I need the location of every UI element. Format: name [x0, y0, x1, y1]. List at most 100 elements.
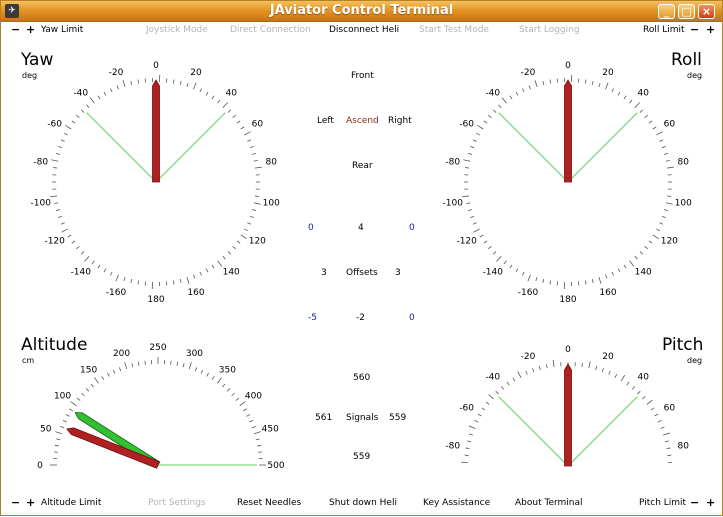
roll-tick	[493, 110, 496, 113]
roll-tick	[624, 96, 626, 99]
roll-tick	[480, 235, 483, 237]
roll-tick	[474, 229, 480, 232]
pitch-tick	[478, 414, 481, 416]
pitch-limit-line	[568, 397, 637, 466]
pitch-tick	[496, 391, 499, 394]
pitch-tick-label: -80	[445, 442, 460, 452]
pitch-tick-label: 20	[602, 352, 614, 362]
roll-tick	[550, 280, 551, 284]
yaw-tick	[90, 98, 94, 104]
yaw-tick	[50, 196, 57, 197]
yaw-tick	[237, 241, 240, 243]
yaw-tick-label: 80	[265, 158, 277, 168]
yaw-tick	[233, 115, 236, 118]
roll-tick	[535, 80, 537, 87]
yaw-tick-label: 140	[223, 268, 240, 278]
roll-tick	[618, 92, 620, 95]
pitch-tick	[526, 371, 528, 375]
roll-tick	[599, 83, 600, 87]
pitch-tick	[513, 378, 515, 381]
roll-tick	[516, 269, 518, 272]
pitch-title: Pitch	[662, 335, 703, 355]
altitude-tick	[77, 398, 80, 401]
yaw-tick	[53, 168, 57, 169]
offset-top-right-value: 0	[409, 223, 415, 233]
pitch-tick	[621, 375, 625, 381]
offset-bottom-value: -2	[356, 313, 365, 323]
altitude-tick	[171, 361, 172, 365]
yaw-tick	[72, 241, 75, 243]
roll-tick	[585, 280, 586, 284]
roll-tick	[528, 275, 531, 281]
roll-tick	[463, 160, 470, 161]
yaw-tick	[233, 246, 236, 249]
pitch-tick	[647, 400, 653, 404]
pitch-tick	[469, 434, 473, 435]
pitch-tick	[658, 420, 662, 422]
altitude-tick	[212, 376, 214, 379]
roll-tick-label: -140	[483, 268, 504, 278]
altitude-tick	[81, 393, 84, 396]
roll-tick	[468, 153, 472, 154]
pitch-tick-label: 60	[664, 404, 676, 414]
altitude-tick	[138, 362, 139, 366]
roll-tick	[624, 265, 626, 268]
roll-tick-label: 20	[602, 68, 614, 78]
altitude-tick	[119, 367, 120, 371]
left-label: Left	[317, 116, 334, 126]
altitude-tick	[227, 388, 230, 391]
roll-tick-label: 40	[637, 88, 649, 98]
roll-tick	[666, 160, 670, 161]
pitch-tick-label: -20	[521, 352, 536, 362]
yaw-tick-label: -160	[106, 288, 127, 298]
roll-tick	[465, 168, 469, 169]
pitch-tick	[486, 402, 489, 404]
roll-tick-label: 60	[664, 120, 676, 130]
roll-tick-label: 0	[565, 61, 571, 71]
roll-tick	[645, 115, 648, 118]
altitude-tick	[249, 420, 253, 422]
yaw-tick	[247, 223, 251, 225]
yaw-tick	[124, 277, 125, 281]
yaw-tick	[250, 216, 254, 217]
pitch-tick	[665, 441, 669, 442]
yaw-tick-label: -40	[73, 88, 88, 98]
roll-tick	[470, 216, 474, 217]
pitch-tick	[546, 364, 547, 368]
roll-tick	[462, 196, 469, 197]
yaw-tick	[58, 216, 62, 217]
roll-tick	[635, 102, 640, 107]
roll-tick-label: -120	[456, 237, 477, 247]
pitch-unit: deg	[687, 356, 702, 365]
roll-tick	[612, 89, 614, 93]
yaw-tick	[250, 146, 254, 147]
pitch-tick	[539, 366, 540, 370]
offset-bottom-left-value: -5	[308, 313, 317, 323]
yaw-tick	[138, 280, 139, 284]
altitude-tick	[71, 402, 77, 406]
pitch-tick	[651, 408, 654, 410]
roll-tick	[496, 256, 501, 261]
yaw-tick	[76, 115, 79, 118]
yaw-tick	[223, 256, 226, 259]
roll-tick	[649, 241, 652, 243]
roll-title: Roll	[671, 50, 702, 70]
altitude-tick-label: 450	[262, 425, 279, 435]
altitude-tick-label: 300	[186, 349, 203, 359]
roll-tick-label: -40	[485, 88, 500, 98]
pitch-tick	[582, 363, 583, 367]
altitude-tick	[243, 409, 246, 411]
roll-tick	[605, 275, 606, 279]
yaw-tick-label: -80	[33, 158, 48, 168]
roll-needle	[565, 80, 572, 182]
yaw-tick	[200, 272, 202, 276]
altitude-tick	[183, 363, 184, 367]
signals-label: Signals	[346, 413, 378, 423]
roll-tick	[488, 246, 491, 249]
roll-limit-line	[568, 113, 637, 182]
yaw-tick	[138, 80, 139, 84]
yaw-tick	[98, 265, 100, 268]
roll-tick	[466, 203, 470, 204]
yaw-tick	[187, 277, 189, 284]
